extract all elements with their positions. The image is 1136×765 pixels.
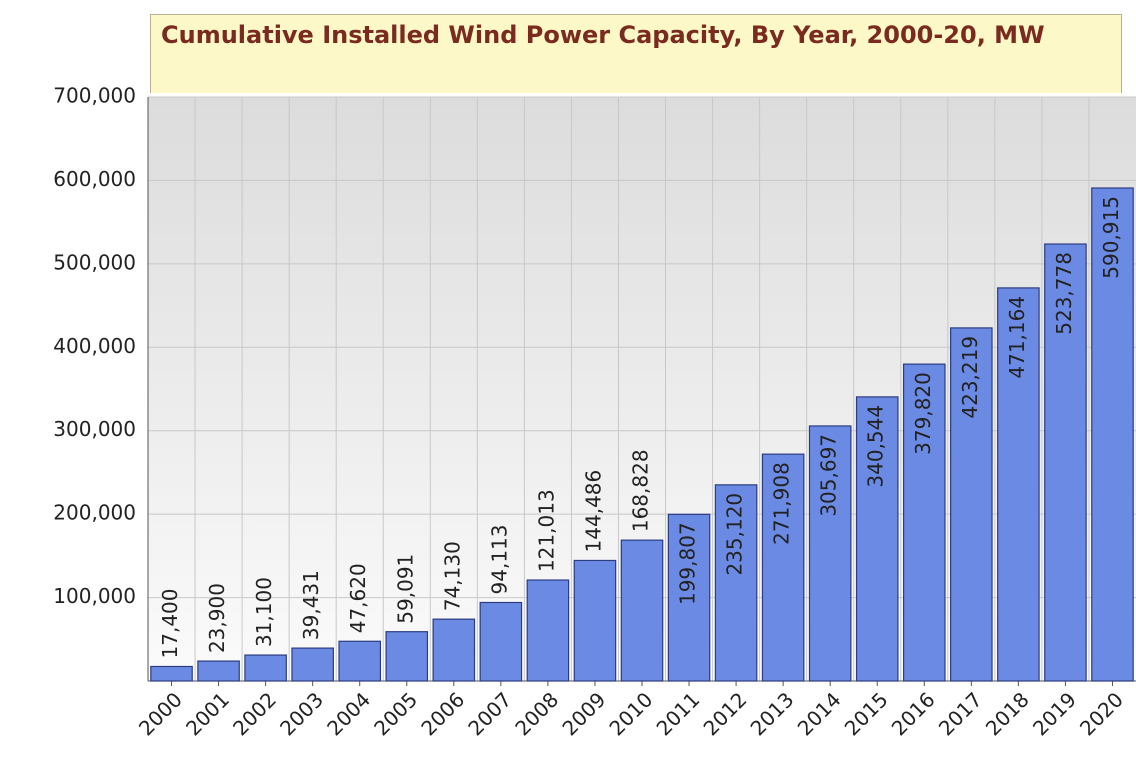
bar	[432, 618, 476, 682]
bar	[197, 660, 240, 682]
x-tick-label: 2013	[746, 687, 799, 740]
value-label: 23,900	[205, 583, 229, 653]
bar	[385, 631, 429, 682]
y-tick-label: 300,000	[53, 417, 136, 441]
bar	[526, 579, 570, 682]
y-tick-label: 600,000	[53, 167, 136, 191]
value-label: 199,807	[676, 522, 700, 605]
value-label: 31,100	[252, 577, 276, 647]
bar	[573, 559, 617, 682]
y-tick-label: 200,000	[53, 501, 136, 525]
value-label: 340,544	[864, 405, 888, 488]
bar	[338, 640, 382, 682]
value-label: 59,091	[393, 554, 417, 624]
bar	[291, 647, 334, 682]
bar	[479, 601, 523, 682]
value-label: 47,620	[346, 563, 370, 633]
x-tick-label: 2011	[652, 687, 705, 740]
x-tick-label: 2003	[275, 687, 328, 740]
x-tick-label: 2006	[416, 687, 469, 740]
y-tick-label: 500,000	[53, 250, 136, 274]
x-tick-label: 2002	[228, 687, 281, 740]
x-tick-label: 2008	[510, 687, 563, 740]
bar	[950, 327, 993, 682]
value-label: 235,120	[723, 493, 747, 576]
x-tick-label: 2010	[604, 687, 657, 740]
bar	[761, 453, 805, 682]
bar	[808, 425, 852, 682]
bar	[997, 287, 1040, 682]
y-tick-label: 400,000	[53, 334, 136, 358]
value-label: 94,113	[487, 524, 511, 594]
x-tick-label: 2015	[840, 687, 893, 740]
bar	[620, 539, 664, 682]
x-tick-label: 2017	[934, 687, 987, 740]
bar	[244, 654, 287, 682]
value-label: 121,013	[534, 489, 558, 572]
x-tick-label: 2020	[1075, 687, 1128, 740]
x-tick-label: 2004	[322, 687, 375, 740]
value-label: 144,486	[581, 470, 605, 553]
value-label: 39,431	[299, 570, 323, 640]
bar	[667, 513, 711, 682]
chart-title: Cumulative Installed Wind Power Capacity…	[150, 14, 1122, 93]
value-label: 17,400	[158, 588, 182, 658]
value-label: 523,778	[1052, 252, 1076, 335]
bar	[1044, 243, 1087, 682]
y-tick-label: 100,000	[53, 584, 136, 608]
x-tick-label: 2012	[699, 687, 752, 740]
x-tick-label: 2014	[793, 687, 846, 740]
x-tick-label: 2019	[1028, 687, 1081, 740]
x-tick-label: 2001	[181, 687, 234, 740]
bar	[150, 665, 193, 682]
value-label: 305,697	[817, 434, 841, 517]
bar	[714, 484, 758, 682]
x-tick-label: 2000	[134, 687, 187, 740]
value-label: 74,130	[440, 541, 464, 611]
y-tick-label: 700,000	[53, 84, 136, 108]
value-label: 423,219	[958, 336, 982, 419]
value-label: 271,908	[770, 462, 794, 545]
bar	[1091, 187, 1134, 682]
bar	[902, 363, 946, 682]
x-tick-label: 2005	[369, 687, 422, 740]
x-tick-label: 2007	[463, 687, 516, 740]
value-label: 168,828	[629, 449, 653, 532]
value-label: 590,915	[1099, 196, 1123, 279]
value-label: 379,820	[911, 372, 935, 455]
x-tick-label: 2018	[981, 687, 1034, 740]
x-tick-label: 2009	[557, 687, 610, 740]
bar	[855, 396, 899, 682]
x-tick-label: 2016	[887, 687, 940, 740]
value-label: 471,164	[1005, 296, 1029, 379]
